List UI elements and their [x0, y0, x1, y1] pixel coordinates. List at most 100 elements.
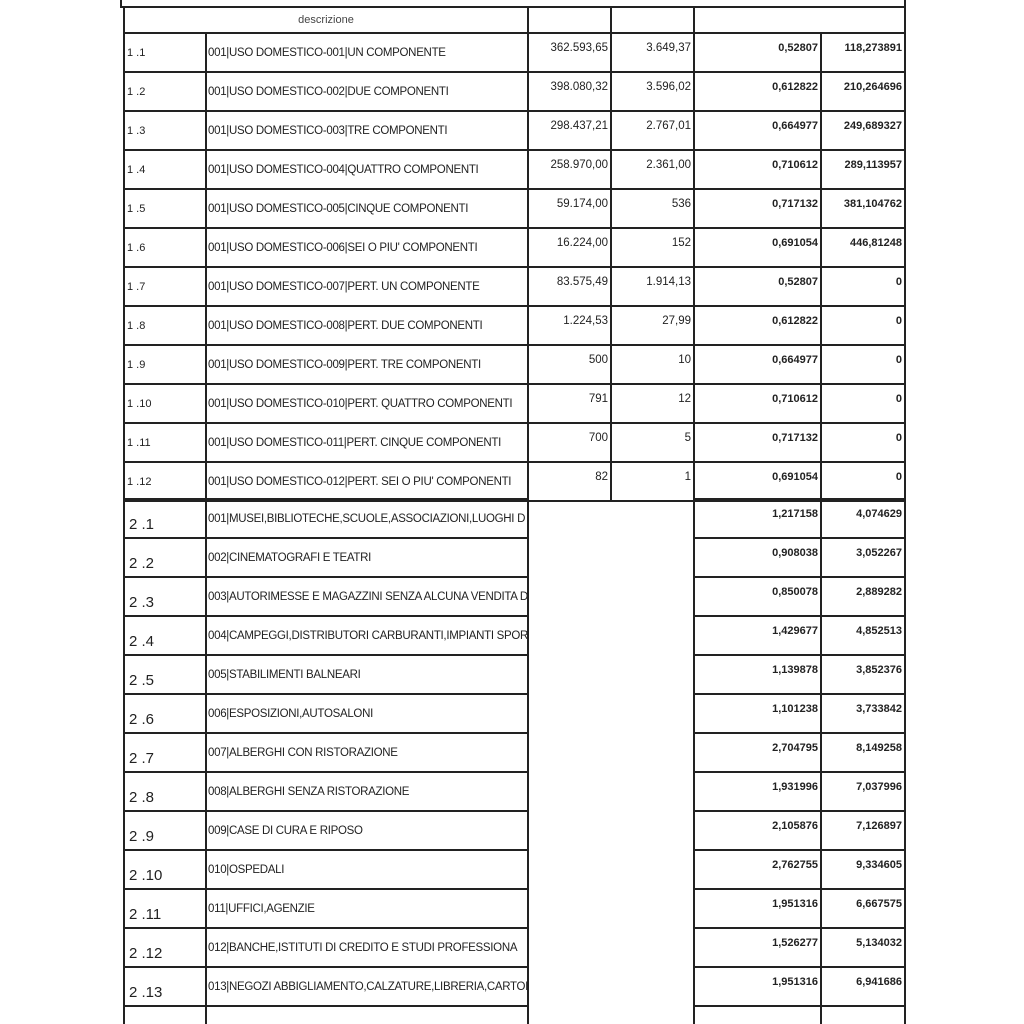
row-description: 001|USO DOMESTICO-009|PERT. TRE COMPONEN…	[205, 344, 529, 385]
row-value-1: 398.080,32	[527, 71, 612, 112]
row-tariff: 249,689327	[820, 110, 906, 151]
row-code: 2 .9	[123, 810, 207, 851]
row-value-2: 3.596,02	[610, 71, 695, 112]
row-description: 001|USO DOMESTICO-002|DUE COMPONENTI	[205, 71, 529, 112]
row-code: 1 .6	[123, 227, 207, 268]
row-code: 2 .12	[123, 927, 207, 968]
row-coefficient: 0,664977	[693, 110, 822, 151]
row-description: 009|CASE DI CURA E RIPOSO	[205, 810, 529, 851]
row-coefficient: 2,762755	[693, 849, 822, 890]
row-value-2: 2.767,01	[610, 110, 695, 151]
row-value-2: 3.649,37	[610, 32, 695, 73]
row-code: 1 .5	[123, 188, 207, 229]
row-value-1: 1.224,53	[527, 305, 612, 346]
row-description: 001|USO DOMESTICO-008|PERT. DUE COMPONEN…	[205, 305, 529, 346]
row-tariff: 3,052267	[820, 537, 906, 578]
row-description: 007|ALBERGHI CON RISTORAZIONE	[205, 732, 529, 773]
row-code: 1 .4	[123, 149, 207, 190]
row-tariff: 6,667575	[820, 888, 906, 929]
header-description: descrizione	[123, 6, 529, 34]
row-value-1: 500	[527, 344, 612, 385]
row-tariff: 9,334605	[820, 849, 906, 890]
row-code: 2 .13	[123, 966, 207, 1007]
row-coefficient: 2,105876	[693, 810, 822, 851]
row-value-2: 10	[610, 344, 695, 385]
row-coefficient: 0,850078	[693, 576, 822, 617]
row-tariff: 8,149258	[820, 732, 906, 773]
row-coefficient: 0,710612	[693, 149, 822, 190]
row-description: 001|USO DOMESTICO-010|PERT. QUATTRO COMP…	[205, 383, 529, 424]
row-tariff: 118,273891	[820, 32, 906, 73]
row-code: 2 .2	[123, 537, 207, 578]
row-tariff: 381,104762	[820, 188, 906, 229]
row-coefficient: 0,691054	[693, 461, 822, 502]
row-description: 001|USO DOMESTICO-011|PERT. CINQUE COMPO…	[205, 422, 529, 463]
row-tariff: 6,941686	[820, 966, 906, 1007]
row-code: 2 .8	[123, 771, 207, 812]
row-coefficient: 0,717132	[693, 422, 822, 463]
row-coefficient: 1,217158	[693, 498, 822, 539]
row-code: 1 .11	[123, 422, 207, 463]
row-code: 1 .2	[123, 71, 207, 112]
row-value-1: 83.575,49	[527, 266, 612, 307]
row-code: 2 .7	[123, 732, 207, 773]
row-tariff: 446,81248	[820, 227, 906, 268]
row-coefficient: 1,101238	[693, 693, 822, 734]
row-description: 001|USO DOMESTICO-003|TRE COMPONENTI	[205, 110, 529, 151]
row-tariff: 0	[820, 461, 906, 502]
row-tariff-partial	[820, 1005, 906, 1024]
row-tariff: 3,733842	[820, 693, 906, 734]
row-description: 011|UFFICI,AGENZIE	[205, 888, 529, 929]
row-coefficient: 0,612822	[693, 305, 822, 346]
row-coefficient: 1,139878	[693, 654, 822, 695]
row-coefficient: 0,612822	[693, 71, 822, 112]
row-tariff: 0	[820, 344, 906, 385]
row-code: 2 .1	[123, 498, 207, 539]
row-code: 2 .11	[123, 888, 207, 929]
row-coefficient: 1,931996	[693, 771, 822, 812]
row-description: 013|NEGOZI ABBIGLIAMENTO,CALZATURE,LIBRE…	[205, 966, 529, 1007]
row-description: 001|USO DOMESTICO-004|QUATTRO COMPONENTI	[205, 149, 529, 190]
row-description-partial	[205, 1005, 529, 1024]
row-coefficient: 1,429677	[693, 615, 822, 656]
row-tariff: 4,074629	[820, 498, 906, 539]
row-tariff: 4,852513	[820, 615, 906, 656]
row-code: 1 .9	[123, 344, 207, 385]
row-coefficient: 0,710612	[693, 383, 822, 424]
row-description: 001|USO DOMESTICO-007|PERT. UN COMPONENT…	[205, 266, 529, 307]
row-code: 1 .8	[123, 305, 207, 346]
row-value-1: 82	[527, 461, 612, 502]
row-coefficient-partial	[693, 1005, 822, 1024]
header-col3	[527, 6, 612, 34]
row-coefficient: 0,691054	[693, 227, 822, 268]
row-tariff: 289,113957	[820, 149, 906, 190]
row-description: 001|USO DOMESTICO-005|CINQUE COMPONENTI	[205, 188, 529, 229]
row-tariff: 7,126897	[820, 810, 906, 851]
row-value-2: 2.361,00	[610, 149, 695, 190]
row-code: 1 .7	[123, 266, 207, 307]
row-code: 2 .3	[123, 576, 207, 617]
row-coefficient: 0,52807	[693, 266, 822, 307]
row-value-1: 16.224,00	[527, 227, 612, 268]
row-value-2: 5	[610, 422, 695, 463]
row-code: 2 .6	[123, 693, 207, 734]
row-code: 2 .5	[123, 654, 207, 695]
header-col5	[693, 6, 906, 34]
row-value-1: 362.593,65	[527, 32, 612, 73]
row-code: 2 .10	[123, 849, 207, 890]
row-tariff: 7,037996	[820, 771, 906, 812]
row-coefficient: 0,717132	[693, 188, 822, 229]
row-value-2: 27,99	[610, 305, 695, 346]
row-coefficient: 1,951316	[693, 966, 822, 1007]
row-coefficient: 0,664977	[693, 344, 822, 385]
header-col4	[610, 6, 695, 34]
row-description: 006|ESPOSIZIONI,AUTOSALONI	[205, 693, 529, 734]
row-value-1: 700	[527, 422, 612, 463]
row-code: 1 .12	[123, 461, 207, 502]
row-coefficient: 0,908038	[693, 537, 822, 578]
row-value-1: 258.970,00	[527, 149, 612, 190]
row-value-2: 1.914,13	[610, 266, 695, 307]
row-value-1: 59.174,00	[527, 188, 612, 229]
row-coefficient: 1,526277	[693, 927, 822, 968]
